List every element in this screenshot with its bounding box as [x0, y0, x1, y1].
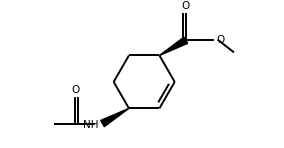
Text: O: O	[182, 1, 190, 11]
Polygon shape	[159, 37, 188, 56]
Polygon shape	[101, 108, 129, 127]
Text: O: O	[216, 35, 225, 45]
Text: NH: NH	[83, 120, 99, 130]
Text: O: O	[71, 85, 79, 95]
